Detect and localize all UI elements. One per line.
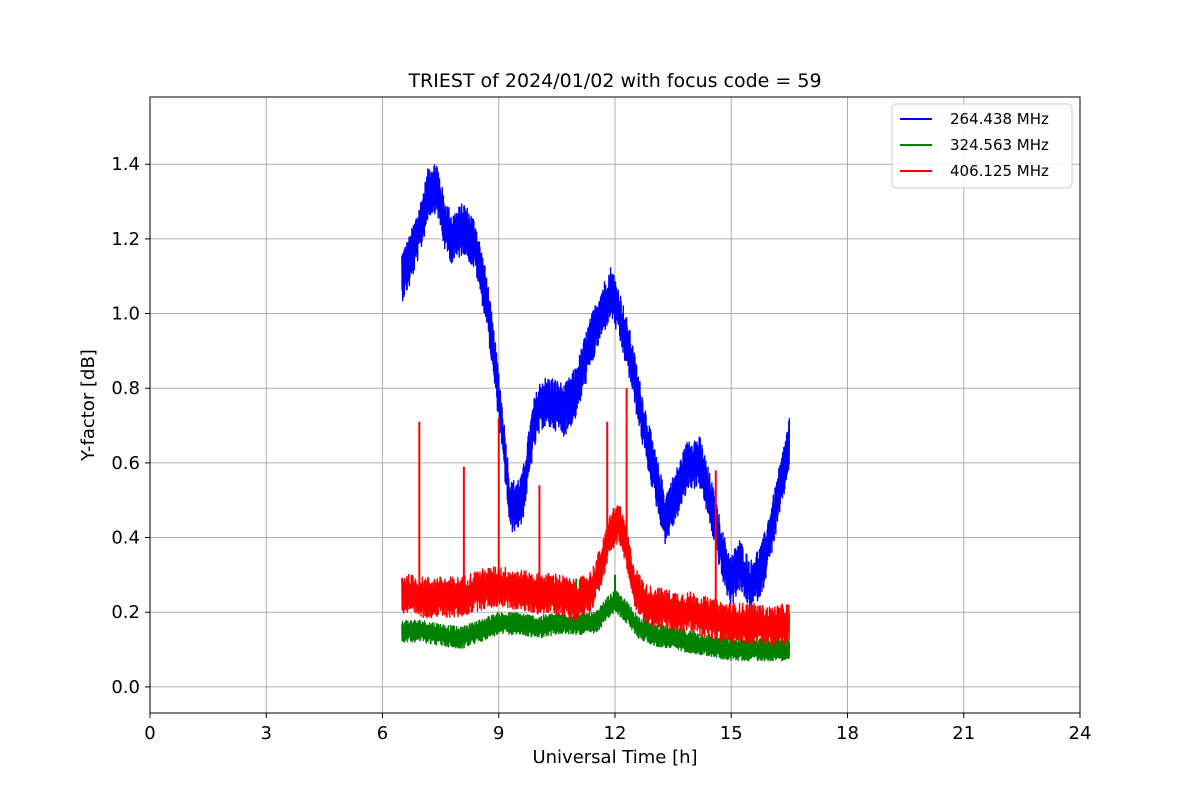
y-tick-label: 1.4	[111, 154, 140, 175]
series-trace	[401, 590, 791, 662]
x-tick-label: 24	[1069, 723, 1092, 744]
y-tick-label: 1.0	[111, 304, 140, 325]
y-tick-label: 1.2	[111, 229, 140, 250]
legend-box	[891, 103, 1073, 189]
axis-ticks: 0 3 6 9 12 15 18 21 24 0.0 0.2 0.4 0.6 0.8 1.0 1.2 1.4	[111, 154, 1091, 744]
series-layer	[401, 164, 791, 662]
series-trace	[401, 505, 791, 649]
legend: 264.438 MHz 324.563 MHz 406.125 MHz	[891, 103, 1073, 189]
y-tick-label: 0.4	[111, 528, 140, 549]
y-tick-label: 0.6	[111, 453, 140, 474]
legend-label: 264.438 MHz	[950, 110, 1049, 128]
x-tick-label: 3	[261, 723, 272, 744]
chart-title: TRIEST of 2024/01/02 with focus code = 5…	[407, 70, 821, 92]
y-tick-label: 0.0	[111, 677, 140, 698]
x-tick-label: 12	[604, 723, 627, 744]
x-tick-label: 18	[836, 723, 859, 744]
x-axis-label: Universal Time [h]	[532, 747, 697, 768]
legend-label: 406.125 MHz	[950, 162, 1049, 180]
y-axis-label: Y-factor [dB]	[78, 349, 99, 462]
x-tick-label: 9	[493, 723, 504, 744]
y-tick-label: 0.2	[111, 602, 140, 623]
series-0	[401, 164, 791, 611]
x-tick-label: 0	[144, 723, 155, 744]
series-2	[401, 388, 791, 649]
y-tick-label: 0.8	[111, 378, 140, 399]
legend-label: 324.563 MHz	[950, 136, 1049, 154]
x-tick-label: 15	[720, 723, 743, 744]
series-trace	[401, 164, 791, 611]
x-tick-label: 6	[377, 723, 388, 744]
x-tick-label: 21	[952, 723, 975, 744]
